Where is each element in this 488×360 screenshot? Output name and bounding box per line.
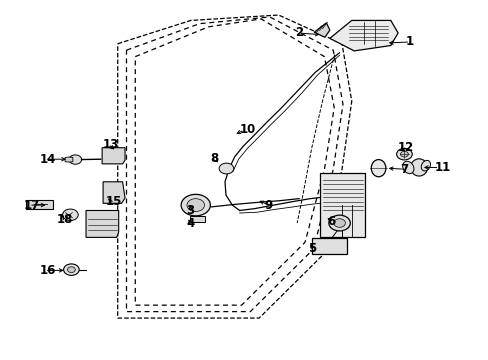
- Polygon shape: [65, 157, 73, 162]
- Text: 9: 9: [264, 199, 272, 212]
- Text: 18: 18: [57, 213, 73, 226]
- Circle shape: [219, 163, 233, 174]
- Text: 16: 16: [40, 264, 56, 277]
- Text: 11: 11: [434, 161, 450, 174]
- Circle shape: [67, 267, 75, 273]
- Text: 14: 14: [40, 153, 56, 166]
- Circle shape: [328, 215, 349, 231]
- Text: 1: 1: [405, 35, 413, 49]
- Circle shape: [69, 155, 81, 164]
- Text: 15: 15: [105, 195, 122, 208]
- Text: 10: 10: [239, 123, 255, 136]
- Circle shape: [63, 264, 79, 275]
- Circle shape: [186, 199, 204, 212]
- Ellipse shape: [410, 159, 427, 176]
- Text: 4: 4: [185, 216, 194, 230]
- Polygon shape: [86, 211, 119, 237]
- Text: 3: 3: [185, 204, 194, 217]
- Ellipse shape: [420, 161, 429, 171]
- Polygon shape: [320, 173, 365, 237]
- Text: 17: 17: [24, 199, 41, 212]
- Ellipse shape: [402, 161, 413, 174]
- Polygon shape: [311, 238, 346, 253]
- Circle shape: [62, 209, 78, 221]
- Text: 5: 5: [307, 242, 316, 255]
- Circle shape: [333, 219, 345, 227]
- Text: 8: 8: [210, 152, 218, 165]
- Polygon shape: [329, 21, 397, 51]
- Circle shape: [62, 211, 75, 220]
- Polygon shape: [189, 216, 205, 222]
- Text: 6: 6: [327, 215, 335, 228]
- Circle shape: [181, 194, 210, 216]
- Polygon shape: [26, 200, 53, 210]
- Circle shape: [396, 148, 411, 160]
- Circle shape: [400, 151, 407, 157]
- Polygon shape: [314, 23, 329, 37]
- Polygon shape: [102, 148, 125, 164]
- Polygon shape: [103, 182, 125, 203]
- Ellipse shape: [370, 159, 385, 177]
- Text: 13: 13: [103, 138, 119, 150]
- Text: 12: 12: [397, 141, 413, 154]
- Text: 7: 7: [400, 163, 408, 176]
- Text: 2: 2: [294, 27, 303, 40]
